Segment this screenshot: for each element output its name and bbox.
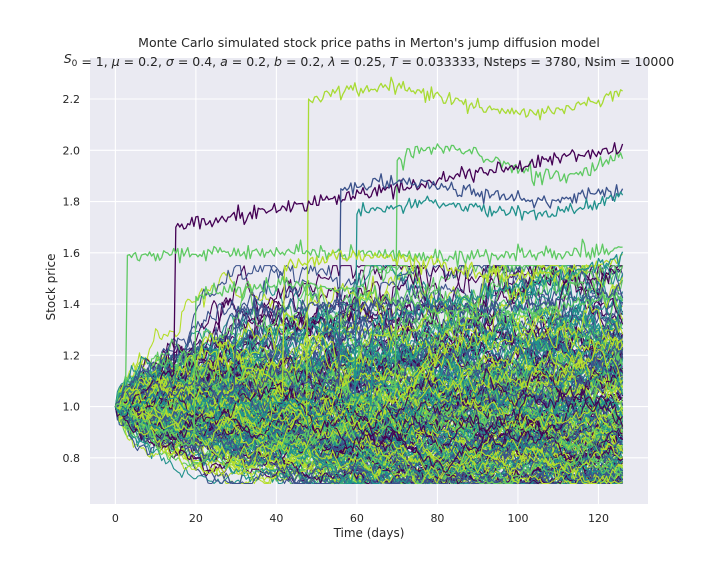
price-path: [115, 265, 624, 423]
price-path: [115, 142, 624, 414]
price-path: [115, 370, 623, 445]
price-path: [114, 367, 624, 441]
x-tick-label: 80: [430, 512, 444, 525]
simulated-paths: [114, 76, 624, 485]
price-path: [114, 368, 624, 453]
price-path: [115, 333, 624, 428]
price-path: [114, 76, 623, 446]
y-tick-label: 1.0: [63, 401, 81, 414]
price-path: [114, 360, 623, 475]
price-path: [115, 393, 623, 485]
price-path: [115, 173, 624, 408]
y-tick-label: 1.4: [63, 298, 81, 311]
x-axis-label: Time (days): [333, 526, 405, 540]
price-path: [114, 343, 624, 485]
y-axis-label: Stock price: [44, 254, 58, 321]
price-path: [114, 283, 624, 407]
price-path: [114, 406, 624, 485]
y-tick-labels: 0.8 1.0 1.2 1.4 1.6 1.8 2.0 2.2: [63, 93, 81, 465]
price-path: [114, 394, 623, 485]
x-tick-labels: 0 20 40 60 80 100 120: [112, 512, 609, 525]
price-path: [114, 344, 623, 469]
x-tick-label: 100: [507, 512, 528, 525]
price-path: [114, 387, 623, 485]
x-tick-label: 60: [350, 512, 364, 525]
y-tick-label: 1.2: [63, 349, 81, 362]
price-path: [114, 265, 624, 414]
y-tick-label: 2.0: [63, 144, 81, 157]
price-path: [115, 406, 624, 485]
price-path: [115, 404, 623, 485]
price-path: [114, 341, 623, 427]
y-tick-label: 2.2: [63, 93, 81, 106]
price-path: [114, 382, 623, 485]
price-path: [114, 143, 624, 415]
chart-title: Monte Carlo simulated stock price paths …: [138, 35, 600, 50]
x-tick-label: 0: [112, 512, 119, 525]
price-path: [115, 249, 623, 409]
price-path: [114, 382, 624, 473]
price-path: [114, 251, 624, 429]
x-tick-label: 120: [588, 512, 609, 525]
price-path: [114, 275, 624, 446]
y-tick-label: 1.6: [63, 247, 81, 260]
price-path: [114, 335, 624, 430]
price-path: [114, 191, 624, 441]
price-path: [115, 345, 623, 484]
chart-subtitle: S0 = 1, μ = 0.2, σ = 0.4, a = 0.2, b = 0…: [64, 51, 675, 69]
y-tick-label: 0.8: [63, 452, 81, 465]
price-path: [115, 315, 623, 424]
price-path: [115, 296, 624, 416]
price-path: [115, 238, 623, 408]
x-tick-label: 40: [269, 512, 283, 525]
x-tick-label: 20: [189, 512, 203, 525]
y-tick-label: 1.8: [63, 196, 81, 209]
